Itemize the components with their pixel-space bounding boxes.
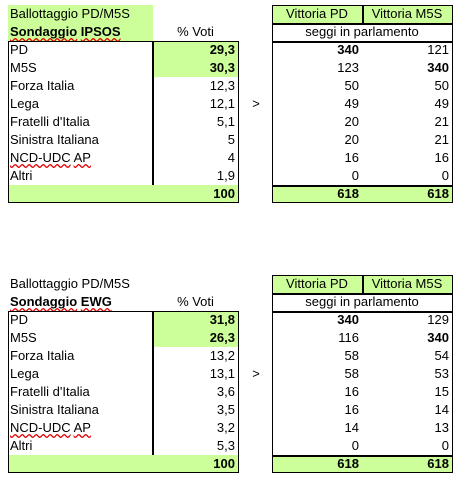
seats-m5s: 129 bbox=[427, 312, 449, 327]
party-name: M5S bbox=[10, 60, 37, 75]
party-name: Altri bbox=[10, 438, 33, 453]
seats-m5s: 14 bbox=[434, 402, 449, 417]
block-title: Ballottaggio PD/M5S bbox=[8, 5, 153, 23]
seats-pd: 16 bbox=[344, 384, 359, 399]
vote-share: 31,8 bbox=[153, 311, 238, 329]
seats-m5s: 53 bbox=[434, 366, 449, 381]
party-name: Fratelli d'Italia bbox=[10, 114, 90, 129]
seats-pd: 58 bbox=[344, 348, 359, 363]
seats-pd: 0 bbox=[351, 438, 359, 453]
vote-total: 100 bbox=[153, 455, 238, 473]
party-name: Sinistra Italiana bbox=[10, 132, 99, 147]
vote-share: 3,2 bbox=[216, 420, 235, 435]
seats-m5s: 16 bbox=[434, 150, 449, 165]
vote-share: 4 bbox=[227, 150, 235, 165]
seats-m5s: 13 bbox=[434, 420, 449, 435]
seats-pd: 20 bbox=[344, 114, 359, 129]
vote-share: 29,3 bbox=[153, 41, 238, 59]
party-name: Forza Italia bbox=[10, 348, 75, 363]
block-title: Ballottaggio PD/M5S bbox=[10, 276, 130, 291]
seats-m5s: 121 bbox=[427, 42, 449, 57]
seats-header: Vittoria M5S bbox=[362, 5, 452, 23]
seats-pd: 49 bbox=[344, 96, 359, 111]
party-name: M5S bbox=[10, 330, 37, 345]
seats-m5s: 340 bbox=[427, 60, 449, 75]
seats-pd: 340 bbox=[337, 42, 359, 57]
vote-share: 3,5 bbox=[216, 402, 235, 417]
seats-pd: 20 bbox=[344, 132, 359, 147]
seats-m5s: 21 bbox=[434, 132, 449, 147]
seats-total-pd: 618 bbox=[272, 455, 362, 473]
seats-pd: 16 bbox=[344, 150, 359, 165]
seats-header: Vittoria M5S bbox=[362, 275, 452, 293]
vote-share: 13,1 bbox=[209, 366, 235, 381]
total-bg bbox=[8, 185, 153, 203]
vote-share: 5,1 bbox=[216, 114, 235, 129]
party-name: NCD-UDC AP bbox=[10, 420, 91, 435]
seats-pd: 0 bbox=[351, 168, 359, 183]
seats-caption: seggi in parlamento bbox=[305, 24, 419, 39]
vote-share: 12,1 bbox=[209, 96, 235, 111]
seats-pd: 50 bbox=[344, 78, 359, 93]
seats-total-m5s: 618 bbox=[362, 185, 452, 203]
seats-pd: 14 bbox=[344, 420, 359, 435]
seats-m5s: 0 bbox=[441, 168, 449, 183]
seats-pd: 340 bbox=[337, 312, 359, 327]
party-name: NCD-UDC AP bbox=[10, 150, 91, 165]
party-name: PD bbox=[10, 42, 29, 57]
votes-header: % Voti bbox=[177, 24, 214, 39]
seats-pd: 58 bbox=[344, 366, 359, 381]
seats-pd: 123 bbox=[337, 60, 359, 75]
poll-name: Sondaggio EWG bbox=[10, 294, 112, 309]
party-name: Sinistra Italiana bbox=[10, 402, 99, 417]
party-name: Lega bbox=[10, 96, 39, 111]
party-name: Forza Italia bbox=[10, 78, 75, 93]
seats-total-pd: 618 bbox=[272, 185, 362, 203]
seats-caption: seggi in parlamento bbox=[305, 294, 419, 309]
party-name: Lega bbox=[10, 366, 39, 381]
vote-share: 3,6 bbox=[216, 384, 235, 399]
arrow: > bbox=[252, 366, 260, 381]
vote-share: 12,3 bbox=[209, 78, 235, 93]
vote-share: 1,9 bbox=[216, 168, 235, 183]
vote-total: 100 bbox=[153, 185, 238, 203]
party-name: Fratelli d'Italia bbox=[10, 384, 90, 399]
seats-m5s: 54 bbox=[434, 348, 449, 363]
seats-m5s: 340 bbox=[427, 330, 449, 345]
seats-m5s: 50 bbox=[434, 78, 449, 93]
party-name: PD bbox=[10, 312, 29, 327]
vote-share: 26,3 bbox=[153, 329, 238, 347]
seats-m5s: 49 bbox=[434, 96, 449, 111]
vote-share: 30,3 bbox=[153, 59, 238, 77]
seats-m5s: 21 bbox=[434, 114, 449, 129]
vote-share: 5,3 bbox=[216, 438, 235, 453]
arrow: > bbox=[252, 96, 260, 111]
seats-pd: 116 bbox=[338, 330, 359, 345]
seats-header: Vittoria PD bbox=[272, 5, 362, 23]
seats-m5s: 0 bbox=[441, 438, 449, 453]
total-bg bbox=[8, 455, 153, 473]
poll-name: Sondaggio IPSOS bbox=[8, 23, 153, 41]
party-name: Altri bbox=[10, 168, 33, 183]
seats-header: Vittoria PD bbox=[272, 275, 362, 293]
votes-header: % Voti bbox=[177, 294, 214, 309]
seats-total-m5s: 618 bbox=[362, 455, 452, 473]
seats-m5s: 15 bbox=[434, 384, 449, 399]
vote-share: 13,2 bbox=[209, 348, 235, 363]
seats-pd: 16 bbox=[344, 402, 359, 417]
vote-share: 5 bbox=[227, 132, 235, 147]
